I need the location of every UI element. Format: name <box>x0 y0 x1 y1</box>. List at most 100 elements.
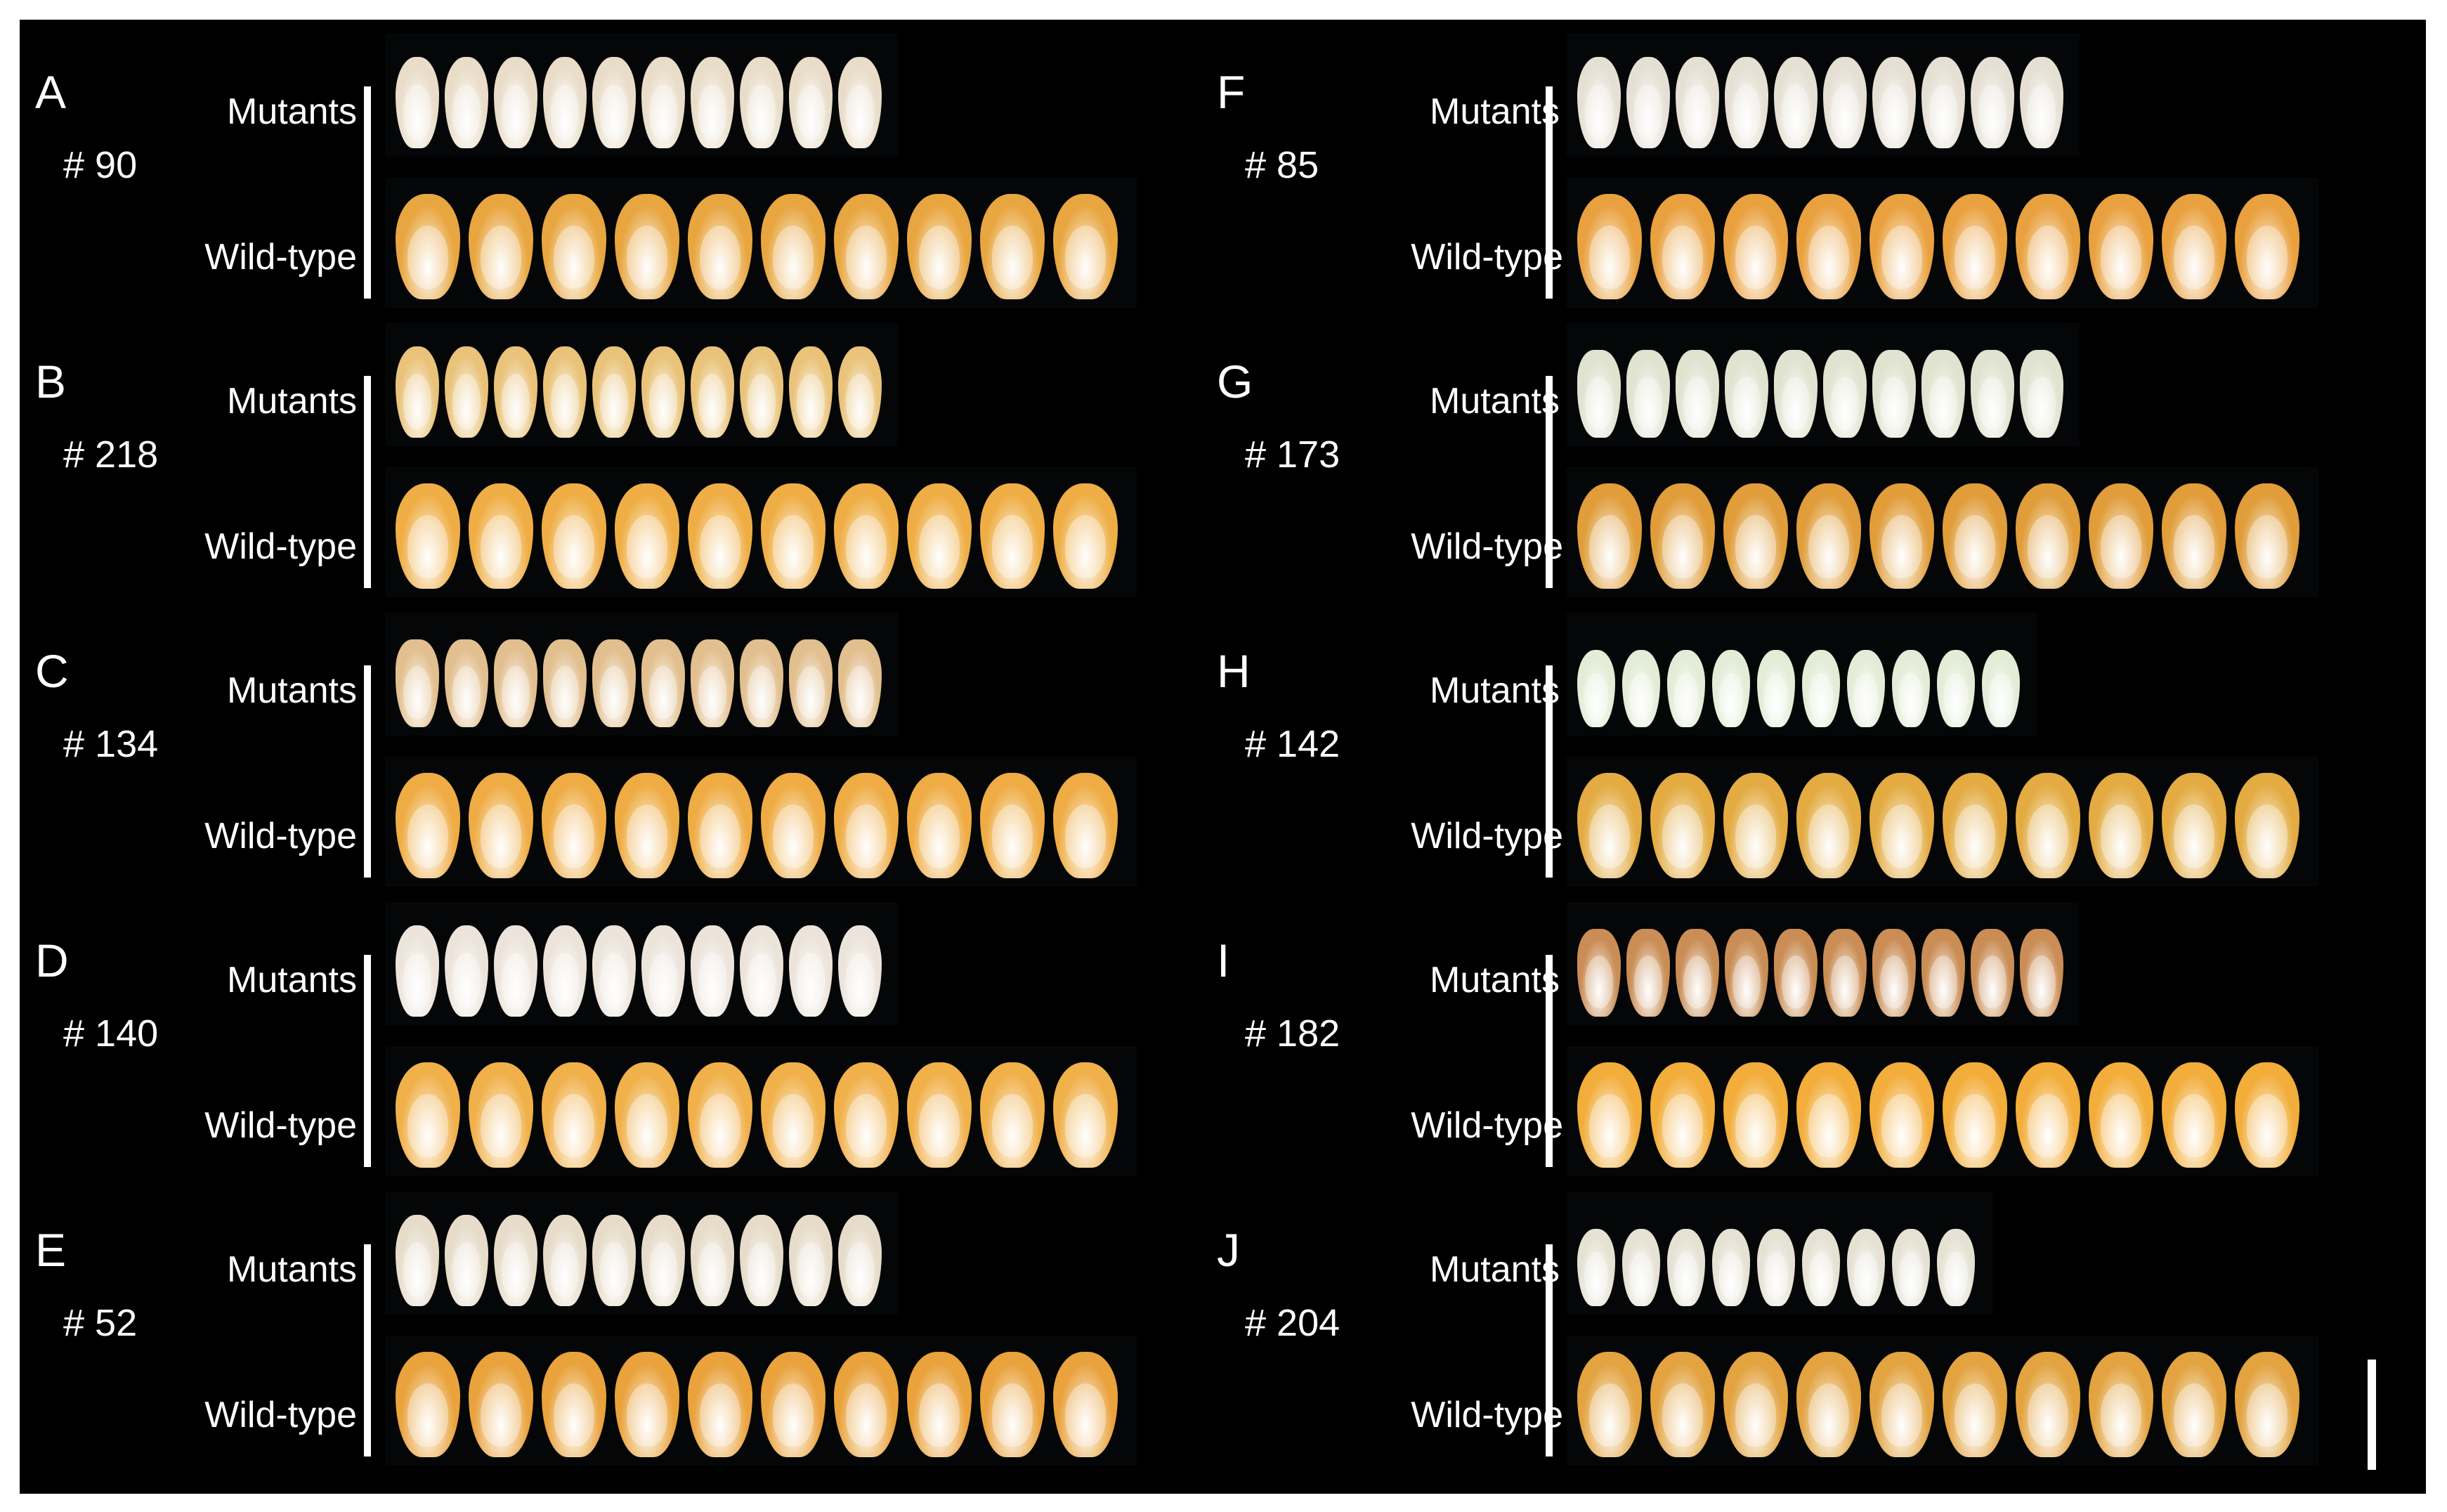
maize-kernel <box>396 483 460 589</box>
maize-kernel <box>980 483 1045 589</box>
row-divider-bar <box>1546 86 1553 299</box>
maize-kernel <box>1774 57 1818 148</box>
maize-kernel <box>1676 929 1719 1017</box>
maize-kernel <box>834 1062 899 1168</box>
maize-kernel <box>469 773 533 878</box>
maize-kernel <box>2162 194 2226 299</box>
maize-kernel <box>1971 57 2014 148</box>
maize-kernel <box>740 639 783 727</box>
maize-kernel <box>542 194 606 299</box>
wildtype-row-label: Wild-type <box>204 237 357 278</box>
maize-kernel <box>1712 1229 1750 1306</box>
maize-kernel <box>1943 1062 2007 1168</box>
maize-kernel <box>1823 350 1867 438</box>
maize-kernel <box>1650 483 1715 589</box>
row-divider-bar <box>364 665 371 878</box>
maize-kernel <box>2089 1062 2153 1168</box>
maize-kernel <box>615 483 679 589</box>
mutants-row-label: Mutants <box>1430 960 1560 1001</box>
maize-kernel <box>907 483 972 589</box>
maize-kernel <box>1577 1352 1642 1457</box>
line-number: # 140 <box>63 1012 159 1055</box>
maize-kernel <box>1577 350 1621 438</box>
maize-kernel <box>1577 483 1642 589</box>
mutants-row-label: Mutants <box>1430 381 1560 422</box>
maize-kernel <box>1796 1352 1861 1457</box>
mutants-row-label: Mutants <box>1430 91 1560 132</box>
maize-kernel <box>688 1062 752 1168</box>
wildtype-row-label: Wild-type <box>204 816 357 856</box>
mutants-row-label: Mutants <box>227 960 357 1001</box>
maize-kernel <box>494 1215 537 1306</box>
line-number: # 85 <box>1245 144 1319 186</box>
wildtype-row-label: Wild-type <box>1411 1105 1563 1146</box>
maize-kernel <box>789 925 833 1017</box>
maize-kernel <box>1676 57 1719 148</box>
maize-kernel <box>980 1352 1045 1457</box>
maize-kernel <box>1723 483 1788 589</box>
maize-kernel <box>2235 773 2299 878</box>
maize-kernel <box>789 57 833 148</box>
maize-kernel <box>1757 650 1795 727</box>
mutants-row-label: Mutants <box>227 1249 357 1290</box>
mutant-kernels-tray <box>385 323 898 446</box>
maize-kernel <box>834 1352 899 1457</box>
mutants-row-label: Mutants <box>1430 1249 1560 1290</box>
panel-letter: D <box>35 934 69 986</box>
maize-kernel <box>396 639 439 727</box>
mutants-row-label: Mutants <box>227 381 357 422</box>
maize-kernel <box>1892 1229 1930 1306</box>
mutant-kernels-tray <box>1567 613 2037 736</box>
maize-kernel <box>641 1215 685 1306</box>
maize-kernel <box>1626 929 1670 1017</box>
maize-kernel <box>1937 1229 1975 1306</box>
maize-kernel <box>1943 773 2007 878</box>
wildtype-row-label: Wild-type <box>1411 1395 1563 1435</box>
maize-kernel <box>1774 350 1818 438</box>
maize-kernel <box>641 639 685 727</box>
wildtype-row-label: Wild-type <box>1411 816 1563 856</box>
maize-kernel <box>543 639 587 727</box>
panel-f: F # 85 Mutants Wild-type <box>1201 20 2389 309</box>
maize-kernel <box>1971 929 2014 1017</box>
line-number: # 52 <box>63 1302 138 1344</box>
row-divider-bar <box>364 955 371 1167</box>
wildtype-kernels-tray <box>1567 1046 2318 1176</box>
maize-kernel <box>396 57 439 148</box>
maize-kernel <box>1757 1229 1795 1306</box>
maize-kernel <box>615 1062 679 1168</box>
panel-b: B # 218 Mutants Wild-type <box>20 309 1207 599</box>
maize-kernel <box>980 773 1045 878</box>
maize-kernel <box>1650 773 1715 878</box>
mutant-kernels-tray <box>385 1192 898 1315</box>
maize-kernel <box>834 483 899 589</box>
maize-kernel <box>2235 483 2299 589</box>
maize-kernel <box>1053 1352 1118 1457</box>
maize-kernel <box>980 194 1045 299</box>
maize-kernel <box>2162 773 2226 878</box>
maize-kernel <box>1869 483 1934 589</box>
maize-kernel <box>2089 773 2153 878</box>
maize-kernel <box>1626 57 1670 148</box>
maize-kernel <box>1577 773 1642 878</box>
maize-kernel <box>1921 350 1965 438</box>
maize-kernel <box>445 57 488 148</box>
maize-kernel <box>740 346 783 438</box>
mutants-row-label: Mutants <box>1430 670 1560 711</box>
maize-kernel <box>469 483 533 589</box>
maize-kernel <box>1723 1062 1788 1168</box>
maize-kernel <box>1053 1062 1118 1168</box>
maize-kernel <box>2235 1352 2299 1457</box>
wildtype-kernels-tray <box>1567 1336 2318 1466</box>
maize-kernel <box>2235 194 2299 299</box>
maize-kernel <box>445 346 488 438</box>
line-number: # 182 <box>1245 1012 1340 1055</box>
maize-kernel <box>592 925 636 1017</box>
maize-kernel <box>543 925 587 1017</box>
maize-kernel <box>1823 57 1867 148</box>
scale-bar <box>2368 1360 2376 1470</box>
maize-kernel <box>469 194 533 299</box>
maize-kernel <box>469 1352 533 1457</box>
maize-kernel <box>761 1062 826 1168</box>
